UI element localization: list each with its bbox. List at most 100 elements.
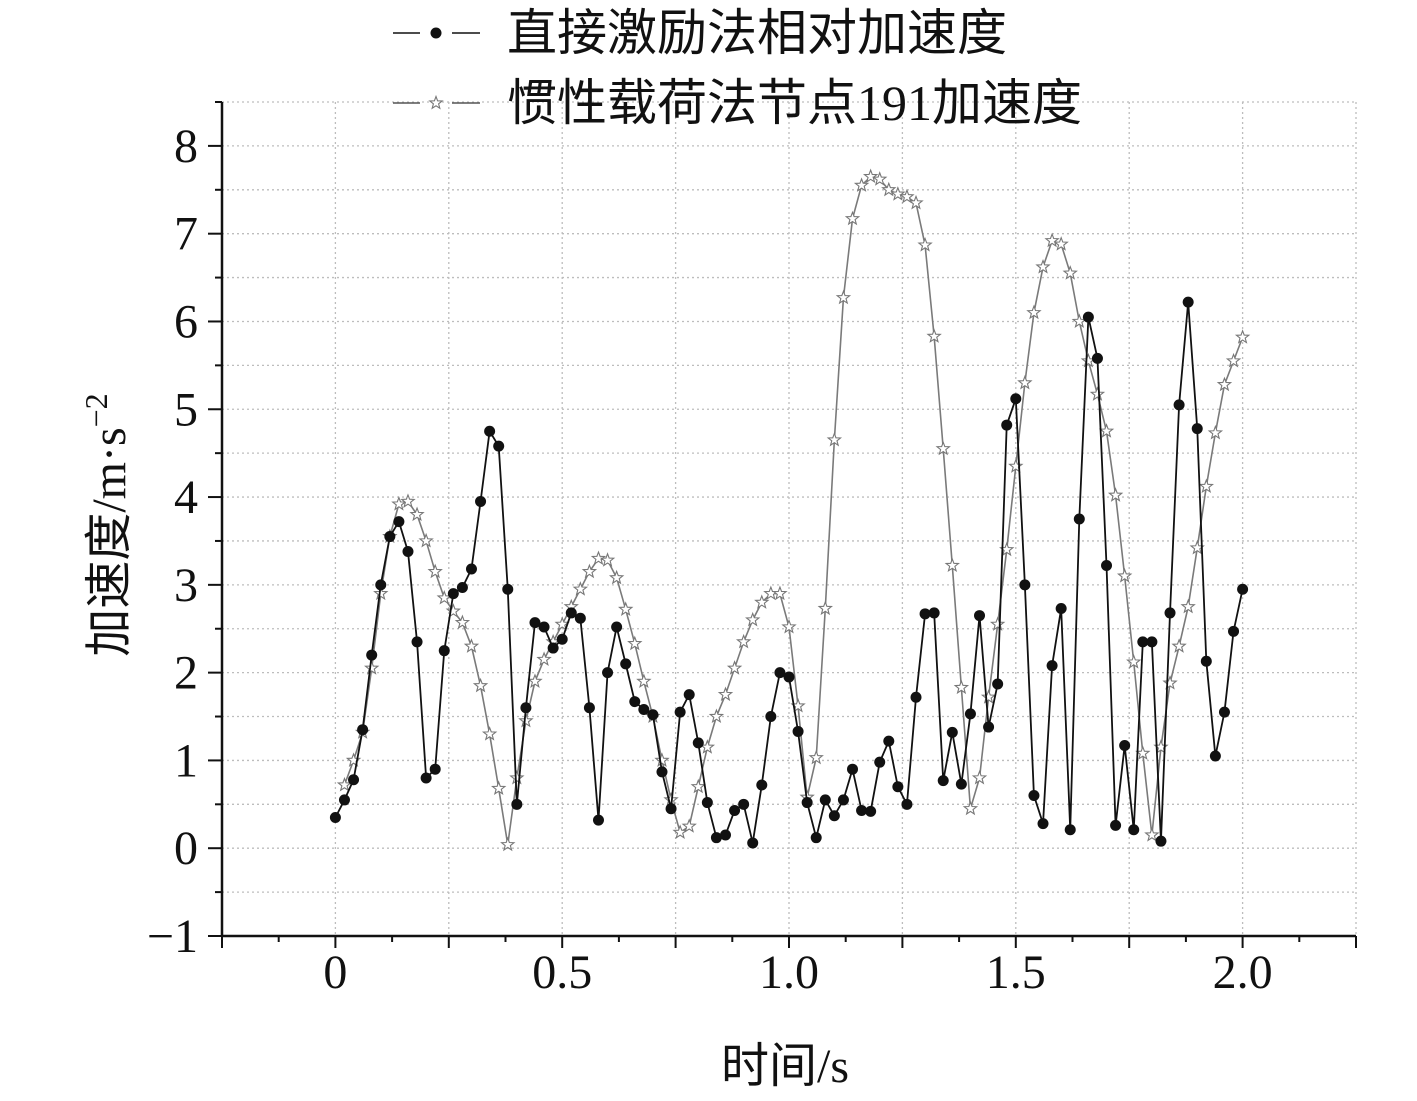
data-point — [420, 772, 432, 784]
data-point — [735, 633, 752, 649]
data-point — [484, 425, 496, 437]
data-point — [1198, 478, 1214, 494]
data-point — [527, 673, 543, 688]
data-point — [1089, 386, 1106, 401]
legend-label: 惯性载荷法节点191加速度 — [507, 75, 1082, 131]
data-point — [708, 708, 725, 724]
data-point — [1116, 567, 1133, 583]
data-point — [701, 797, 713, 809]
data-point — [502, 583, 514, 595]
data-point — [556, 633, 568, 645]
data-point — [1037, 818, 1049, 830]
data-point — [810, 832, 822, 844]
data-point — [638, 704, 650, 716]
data-point — [783, 671, 795, 683]
series-1 — [336, 168, 1251, 852]
data-point — [1010, 393, 1022, 405]
data-point — [572, 581, 589, 596]
data-point — [366, 649, 378, 661]
data-point — [454, 614, 471, 630]
data-point — [826, 431, 843, 447]
grid — [222, 101, 1357, 936]
data-point — [565, 607, 577, 619]
data-point — [944, 557, 960, 573]
data-point — [581, 563, 598, 579]
data-point — [683, 689, 695, 701]
data-point — [710, 832, 722, 844]
data-point — [772, 585, 788, 601]
data-point — [901, 798, 913, 810]
data-point — [1091, 352, 1103, 364]
series-0 — [329, 296, 1249, 849]
data-point — [890, 186, 906, 201]
data-point — [1073, 513, 1085, 525]
data-point — [418, 532, 434, 548]
data-point — [1126, 654, 1142, 669]
data-point — [1173, 399, 1185, 411]
x-tick-label: 2.0 — [1213, 946, 1273, 999]
data-point — [774, 667, 786, 679]
data-point — [1101, 560, 1113, 572]
plot-area — [329, 168, 1251, 852]
data-point — [348, 774, 360, 786]
data-point — [1155, 835, 1167, 847]
data-point — [465, 563, 477, 575]
data-point — [364, 660, 380, 675]
data-point — [647, 709, 659, 721]
data-point — [844, 210, 861, 226]
data-point — [1200, 655, 1212, 667]
data-point — [475, 495, 487, 507]
data-point — [1146, 636, 1158, 648]
data-point — [1110, 819, 1122, 831]
data-point — [747, 837, 759, 849]
data-point — [781, 618, 797, 634]
data-point — [409, 506, 425, 522]
data-point — [765, 711, 777, 723]
data-point — [828, 810, 840, 822]
data-point — [592, 814, 604, 826]
data-point — [447, 588, 459, 600]
data-point — [627, 635, 643, 651]
data-point — [726, 660, 743, 675]
axes: −1 0 1 2 3 4 5 6 7 8 0 0.5 1.0 1.5 2.0 — [147, 101, 1357, 999]
data-point — [375, 579, 387, 591]
data-point — [1191, 423, 1203, 435]
data-point — [974, 610, 986, 622]
y-axis-label: 加速度/m·s−2 — [78, 393, 136, 656]
x-tick-label: 0.5 — [532, 946, 592, 999]
y-tick-label: 3 — [174, 559, 198, 612]
data-point — [692, 737, 704, 749]
data-point — [883, 735, 895, 747]
data-point — [690, 778, 706, 794]
legend-item-0: 直接激励法相对加速度 — [393, 5, 1007, 61]
data-point — [964, 708, 976, 720]
data-point — [529, 617, 541, 629]
data-point — [384, 531, 396, 543]
data-point — [892, 781, 904, 793]
y-tick-label: 8 — [174, 120, 198, 173]
data-point — [500, 836, 516, 852]
data-point — [674, 706, 686, 718]
legend-marker — [428, 94, 444, 110]
data-point — [520, 702, 532, 714]
data-point — [962, 800, 979, 816]
data-point — [847, 763, 859, 775]
data-point — [681, 818, 697, 833]
data-point — [1164, 607, 1176, 619]
data-point — [656, 766, 668, 778]
y-axis-label-superscript: −2 — [78, 393, 114, 427]
data-point — [919, 608, 931, 620]
data-point — [910, 691, 922, 703]
y-tick-label: 1 — [174, 734, 198, 787]
y-tick-label: 0 — [174, 822, 198, 875]
data-point — [402, 545, 414, 557]
data-point — [881, 181, 897, 197]
data-point — [1237, 583, 1249, 595]
data-point — [511, 798, 523, 810]
data-point — [574, 612, 586, 624]
data-point — [835, 289, 852, 305]
data-point — [1180, 598, 1196, 614]
data-point — [665, 803, 677, 815]
data-point — [1162, 675, 1178, 690]
